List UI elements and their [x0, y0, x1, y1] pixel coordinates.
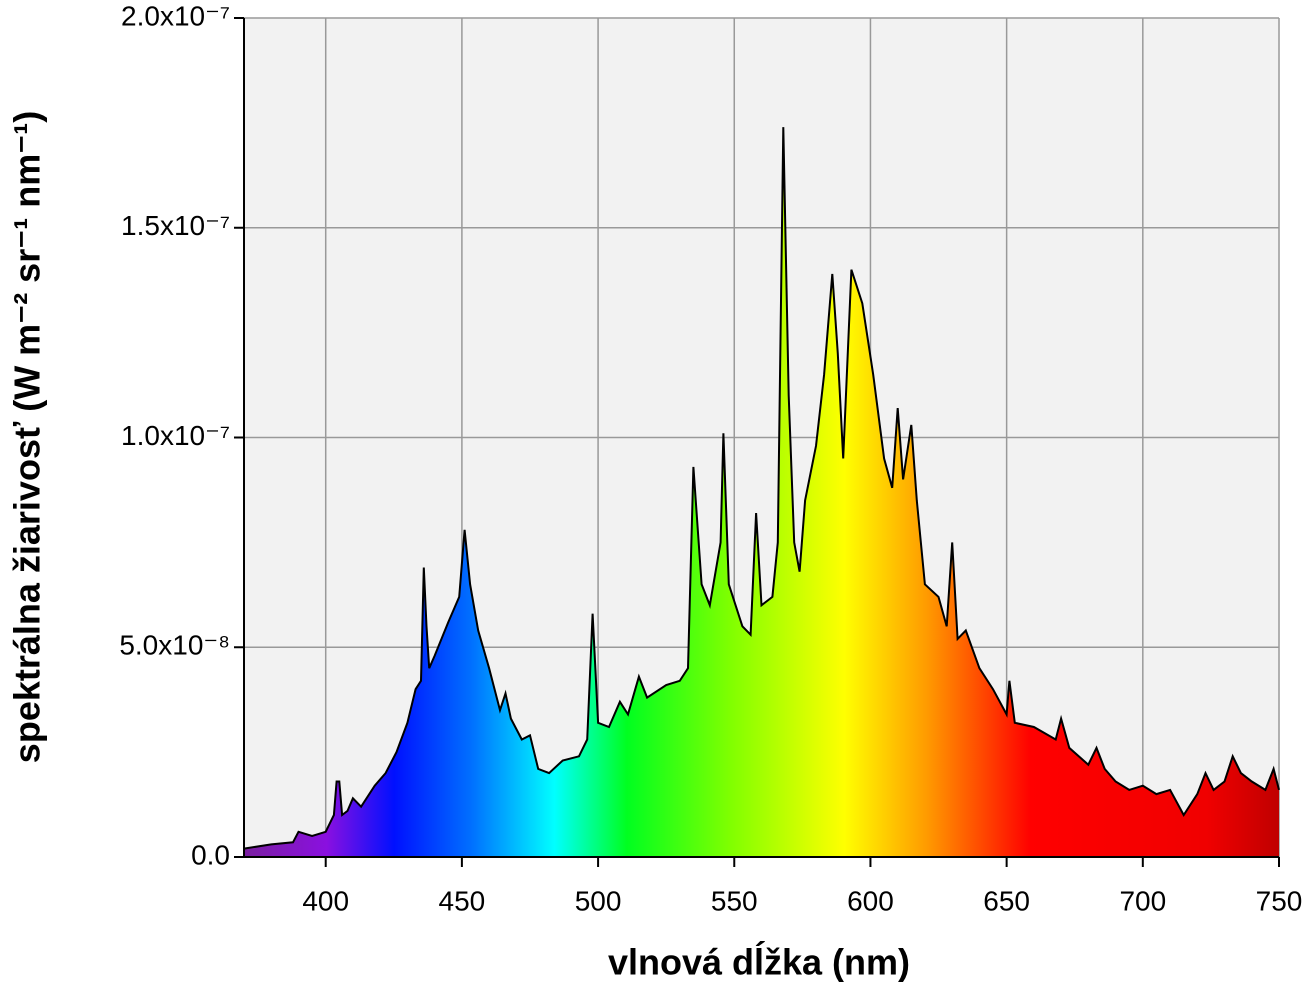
x-tick-label: 400 — [302, 885, 349, 916]
y-tick-label: 0.0 — [191, 839, 230, 870]
x-tick-label: 700 — [1119, 885, 1166, 916]
x-tick-label: 550 — [711, 885, 758, 916]
x-tick-label: 450 — [439, 885, 486, 916]
spectrum-area — [244, 127, 1279, 858]
y-tick-label: 5.0x10⁻⁸ — [119, 630, 230, 661]
y-tick-label: 1.5x10⁻⁷ — [121, 210, 230, 241]
x-tick-label: 750 — [1256, 885, 1303, 916]
x-tick-label: 600 — [847, 885, 894, 916]
spectrum-line — [243, 127, 1280, 850]
y-axis-label: spektrálna žiarivosť (W m⁻² sr⁻¹ nm⁻¹) — [7, 111, 48, 763]
x-tick-label: 650 — [983, 885, 1030, 916]
y-tick-label: 1.0x10⁻⁷ — [121, 420, 230, 451]
y-tick-label: 2.0x10⁻⁷ — [121, 0, 230, 31]
x-axis-label: vlnová dĺžka (nm) — [608, 940, 910, 983]
x-tick-label: 500 — [575, 885, 622, 916]
